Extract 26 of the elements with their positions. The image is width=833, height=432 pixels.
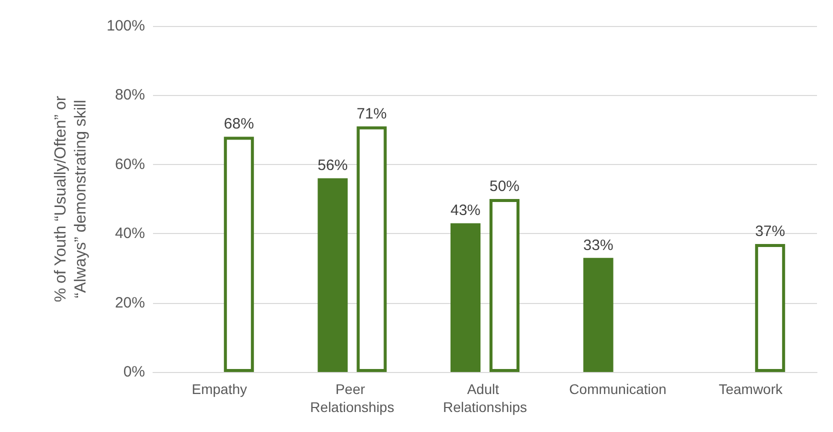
y-axis-title: % of Youth “Usually/Often” or “Always” demonstrating skill <box>52 95 90 302</box>
data-label: 56% <box>318 157 348 174</box>
x-tick-label: Peer Relationships <box>310 381 394 415</box>
y-tick-label: 100% <box>106 18 145 34</box>
data-label: 37% <box>755 222 786 240</box>
data-label: 33% <box>583 236 614 254</box>
bar <box>490 199 520 372</box>
bar <box>450 223 480 372</box>
bar <box>318 178 348 372</box>
y-tick-label: 0% <box>123 364 145 380</box>
bar <box>224 136 254 372</box>
bar <box>755 244 786 372</box>
data-label: 50% <box>489 178 520 195</box>
x-tick-label: Empathy <box>192 381 248 397</box>
data-label: 43% <box>450 202 481 220</box>
x-tick-label: Teamwork <box>718 381 784 397</box>
y-tick-label: 40% <box>114 225 145 242</box>
bar <box>356 126 387 372</box>
y-tick-label: 80% <box>114 86 145 104</box>
bar <box>583 258 614 372</box>
data-label: 68% <box>224 116 254 133</box>
x-tick-label: Adult Relationships <box>442 381 528 415</box>
y-tick-label: 60% <box>114 156 145 173</box>
data-label: 71% <box>356 105 387 122</box>
y-tick-label: 20% <box>114 294 145 312</box>
x-tick-label: Communication <box>569 381 666 397</box>
